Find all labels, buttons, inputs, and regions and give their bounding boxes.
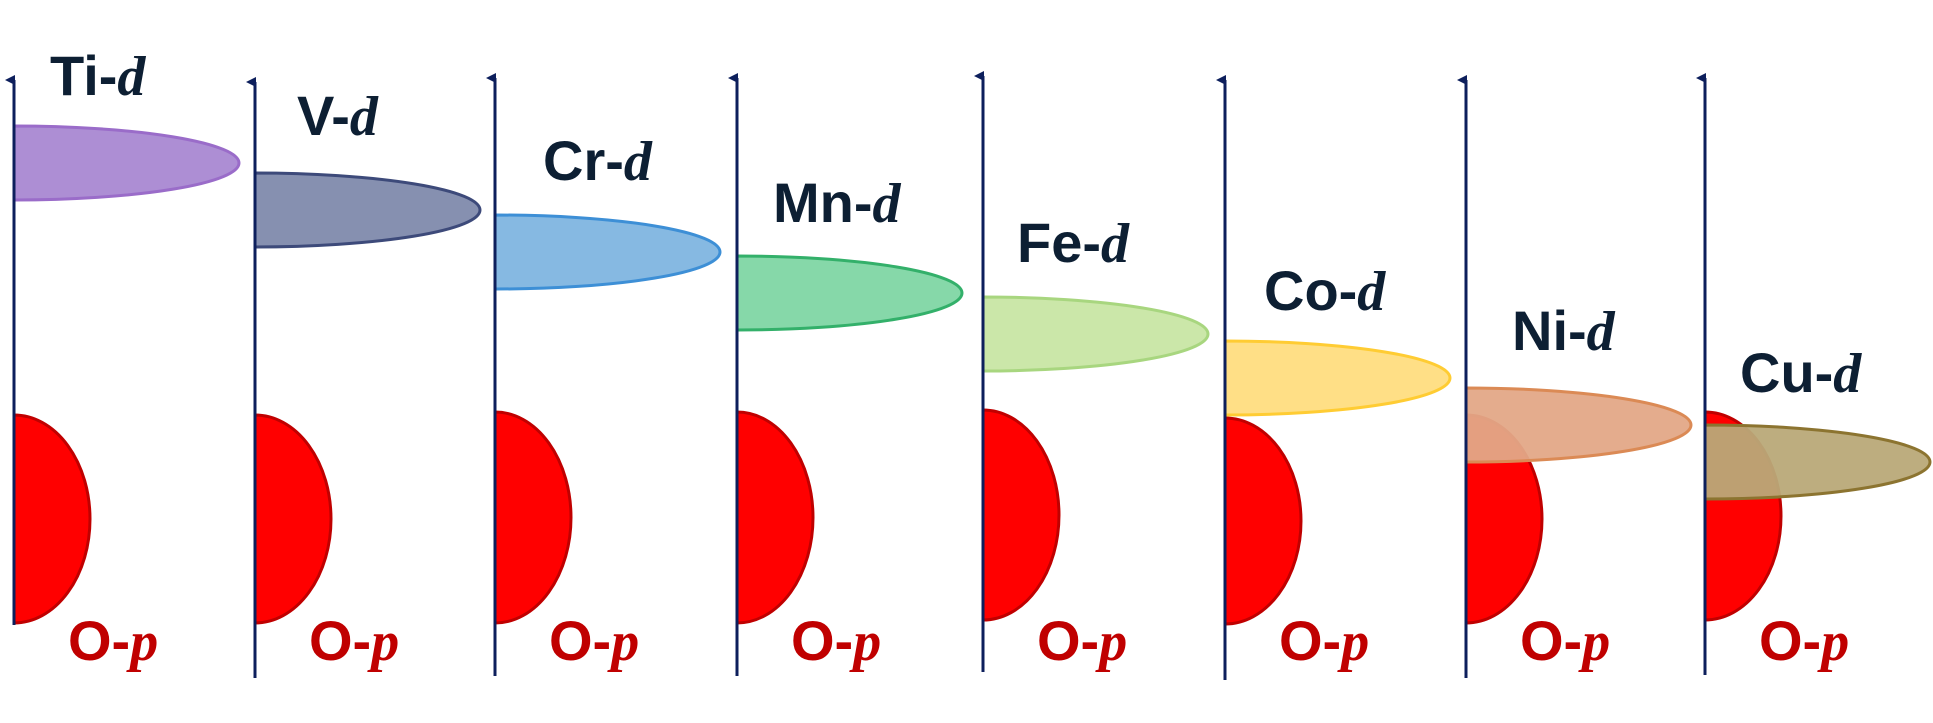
panel-v: V-d O-p xyxy=(246,77,482,678)
metal-d-band xyxy=(1703,423,1932,501)
o-p-band xyxy=(493,410,573,625)
panel-cu: Cu-d O-p xyxy=(1696,73,1932,675)
metal-d-label: Co-d xyxy=(1264,259,1386,323)
o-p-band xyxy=(735,410,815,625)
metal-d-band xyxy=(253,171,482,249)
metal-d-band xyxy=(493,213,722,291)
metal-d-label: Ti-d xyxy=(50,44,146,108)
panel-fe: Fe-d O-p xyxy=(974,71,1210,673)
panel-ni: Ni-d O-p xyxy=(1457,75,1693,678)
metal-d-label: Fe-d xyxy=(1017,211,1130,275)
panel-co: Co-d O-p xyxy=(1216,75,1452,680)
metal-d-label: V-d xyxy=(297,84,379,148)
o-p-band xyxy=(12,413,92,625)
o-p-label: O-p xyxy=(68,609,158,673)
panel-ti: Ti-d O-p xyxy=(5,44,241,673)
metal-d-label: Cu-d xyxy=(1740,341,1862,405)
o-p-band xyxy=(253,413,333,625)
panel-mn: Mn-d O-p xyxy=(728,73,964,676)
o-p-label: O-p xyxy=(791,609,881,673)
o-p-label: O-p xyxy=(1520,609,1610,673)
metal-d-band xyxy=(1223,339,1452,417)
metal-d-band xyxy=(981,295,1210,373)
metal-d-label: Ni-d xyxy=(1512,299,1616,363)
metal-d-band xyxy=(1464,386,1693,464)
o-p-label: O-p xyxy=(309,609,399,673)
o-p-band xyxy=(1223,416,1303,626)
o-p-label: O-p xyxy=(1759,609,1849,673)
metal-d-band xyxy=(735,254,964,332)
metal-d-label: Mn-d xyxy=(773,171,902,235)
o-p-label: O-p xyxy=(1279,609,1369,673)
panel-cr: Cr-d O-p xyxy=(486,73,722,676)
o-p-band xyxy=(981,408,1061,622)
o-p-label: O-p xyxy=(549,609,639,673)
metal-d-label: Cr-d xyxy=(543,129,653,193)
o-p-label: O-p xyxy=(1037,609,1127,673)
metal-d-band xyxy=(12,124,241,202)
